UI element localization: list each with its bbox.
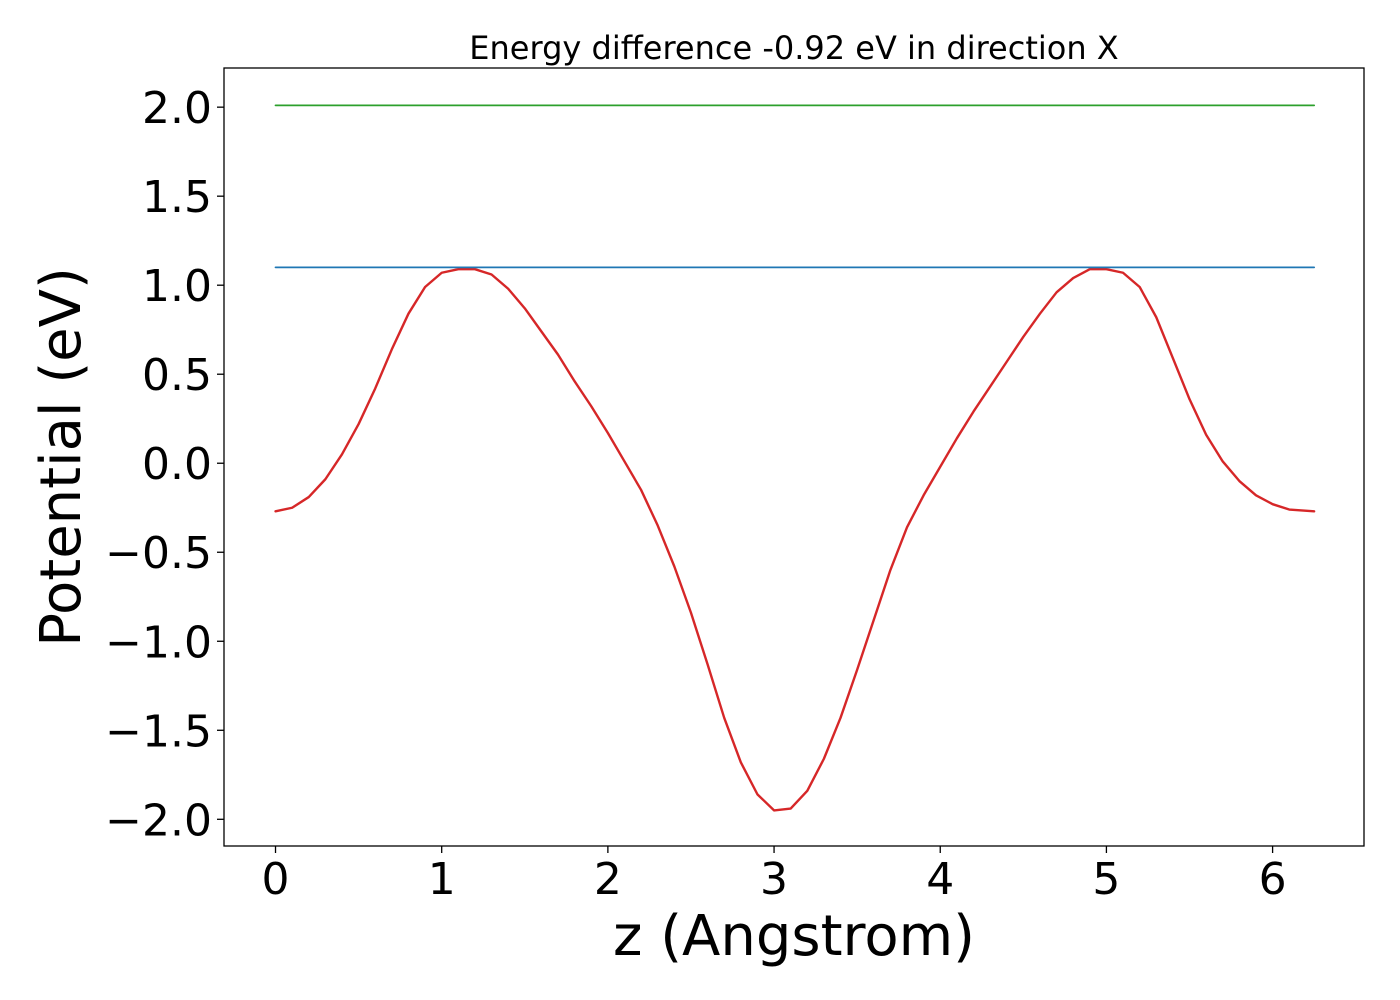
y-ticks: −2.0 −1.5 −1.0 −0.5 0.0 0.5 1.0 1.5 2.0 bbox=[105, 83, 224, 846]
y-tick-label: −2.0 bbox=[105, 795, 212, 846]
plot-frame bbox=[223, 67, 1365, 847]
y-tick-label: 0.0 bbox=[142, 439, 212, 490]
x-axis-label: z (Angstrom) bbox=[613, 904, 975, 969]
y-tick-label: −1.0 bbox=[105, 617, 212, 668]
y-tick-label: −0.5 bbox=[105, 528, 212, 579]
x-tick-label: 0 bbox=[262, 854, 290, 905]
x-tick-label: 4 bbox=[926, 854, 954, 905]
y-tick-label: 1.0 bbox=[142, 261, 212, 312]
y-tick-label: 0.5 bbox=[142, 350, 212, 401]
x-tick-label: 3 bbox=[760, 854, 788, 905]
y-tick-label: −1.5 bbox=[105, 706, 212, 757]
y-axis-label: Potential (eV) bbox=[29, 267, 94, 647]
x-tick-label: 2 bbox=[594, 854, 622, 905]
x-ticks: 0 1 2 3 4 5 6 bbox=[262, 846, 1287, 905]
series-layer bbox=[274, 104, 1316, 812]
x-tick-label: 6 bbox=[1259, 854, 1287, 905]
y-tick-label: 2.0 bbox=[142, 83, 212, 134]
x-tick-label: 5 bbox=[1092, 854, 1120, 905]
series-line-1 bbox=[274, 267, 1316, 812]
chart-title: Energy difference -0.92 eV in direction … bbox=[469, 29, 1118, 67]
x-tick-label: 1 bbox=[428, 854, 456, 905]
y-tick-label: 1.5 bbox=[142, 172, 212, 223]
